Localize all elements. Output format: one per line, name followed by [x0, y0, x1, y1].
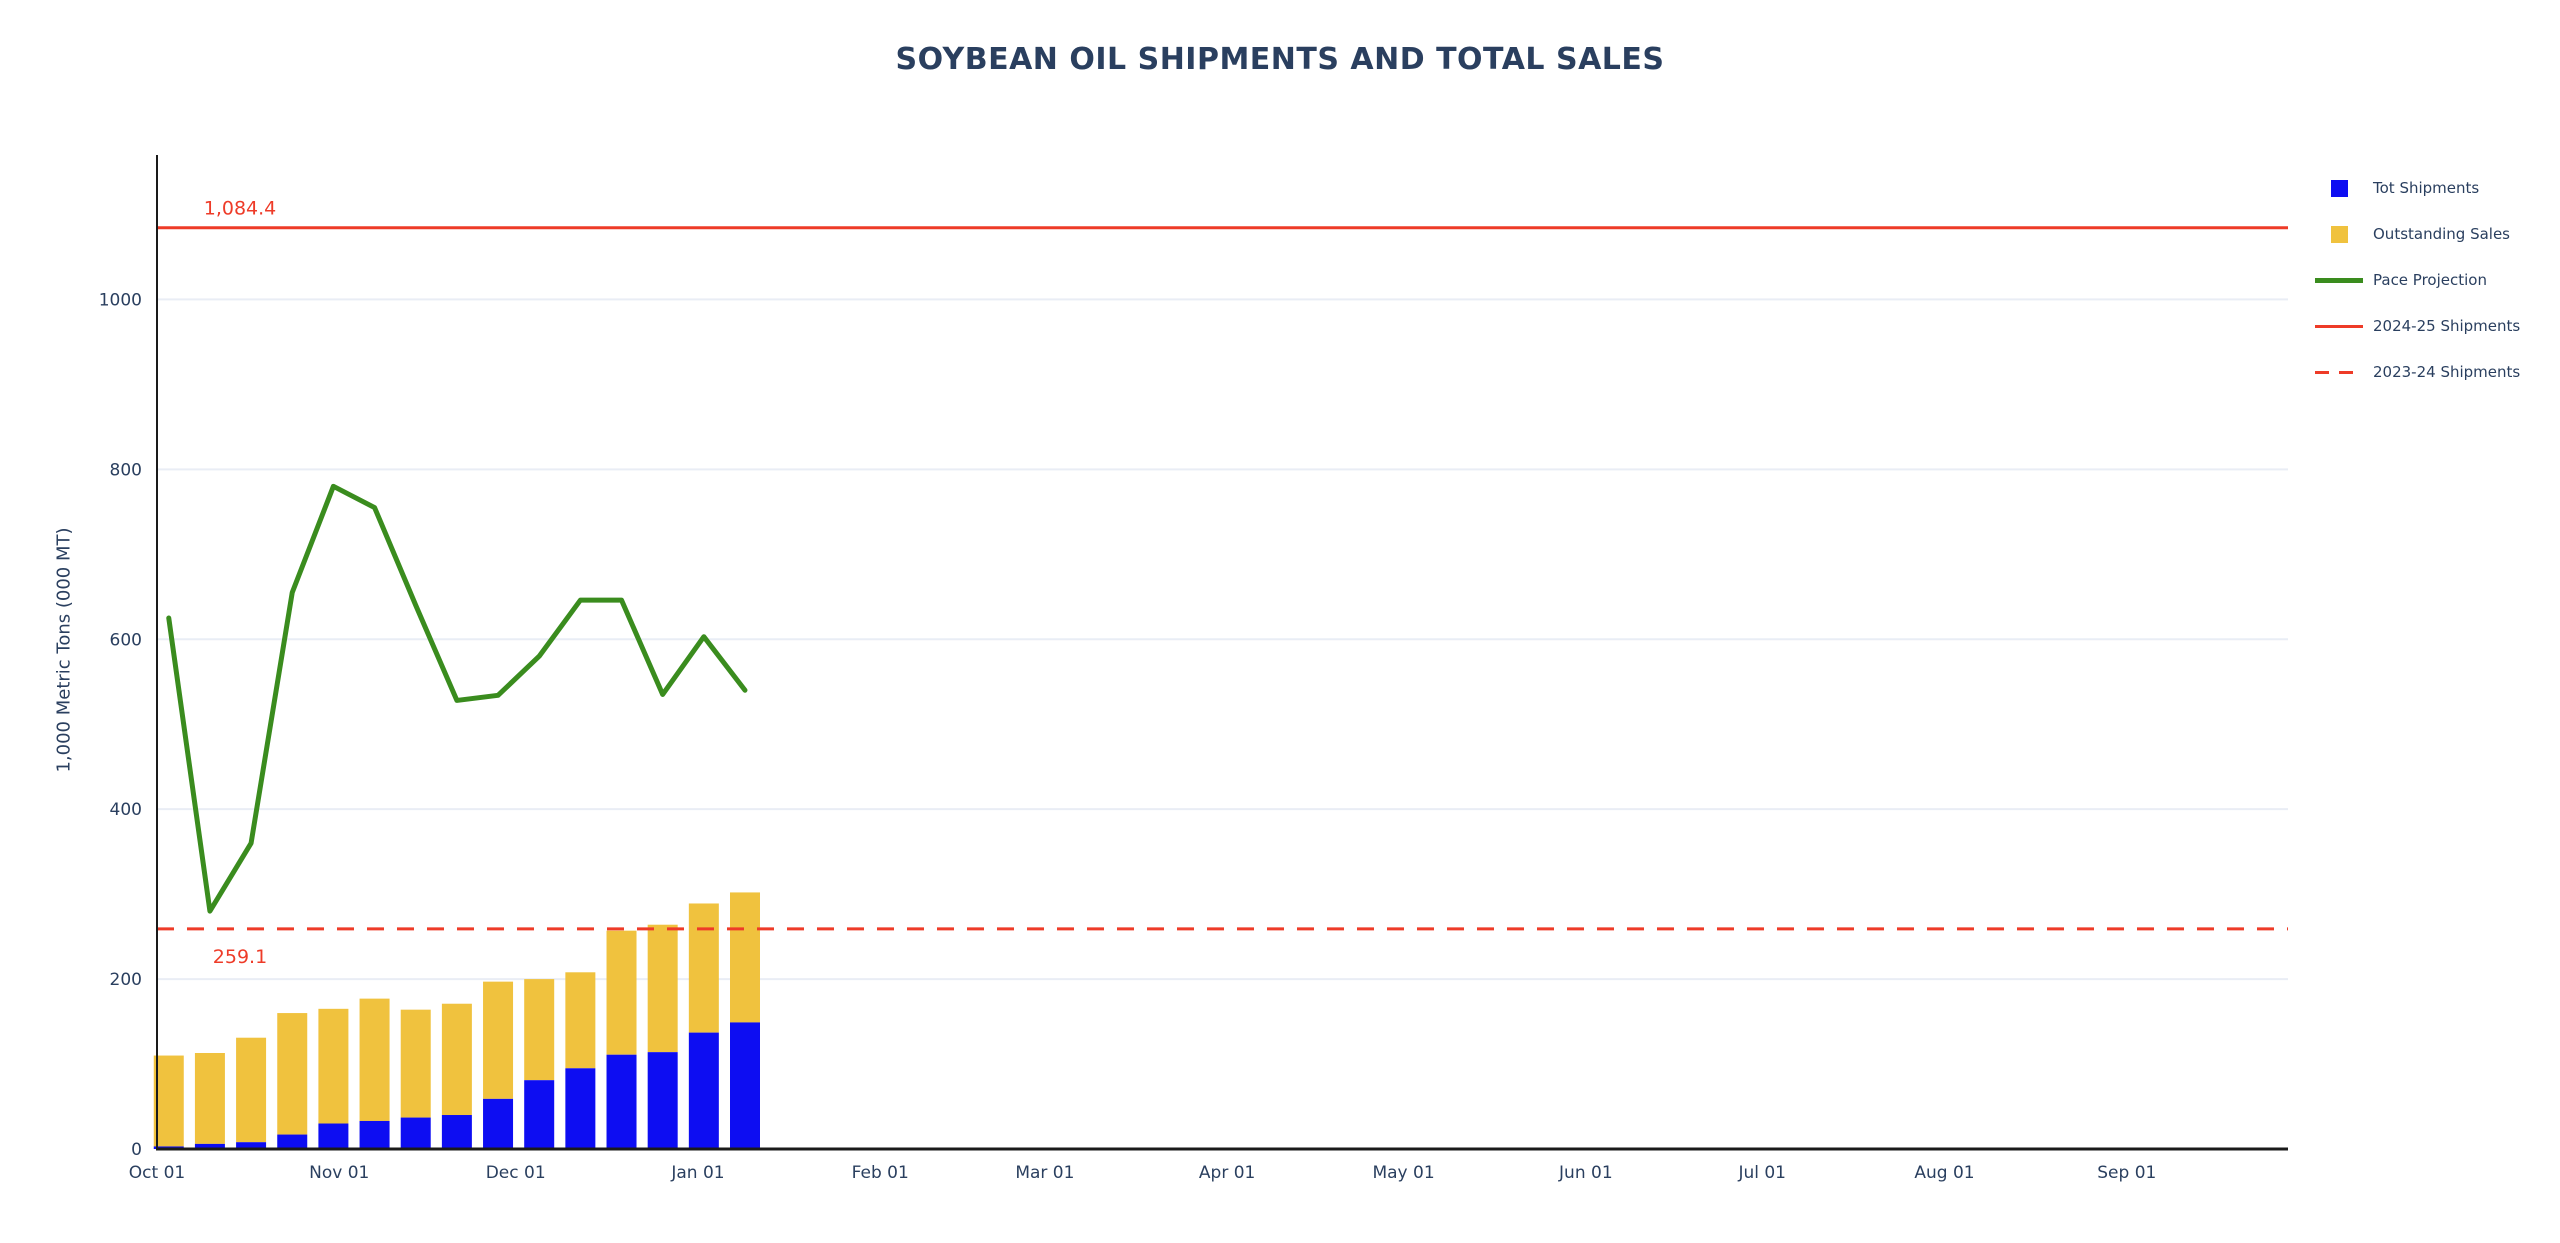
legend-label: 2023-24 Shipments	[2373, 363, 2521, 381]
y-tick-label: 600	[110, 630, 142, 650]
bar-outstanding-sales-Oct 17	[236, 1037, 267, 1143]
legend-item-tot-shipments[interactable]: Tot Shipments	[2315, 165, 2520, 211]
bar-outstanding-sales-Dec 19	[606, 930, 637, 1055]
bar-tot-shipments-Nov 28	[483, 1098, 514, 1149]
x-tick-label: May 01	[1372, 1163, 1434, 1183]
x-tick-label: Feb 01	[852, 1163, 909, 1183]
bar-tot-shipments-Oct 10	[194, 1143, 225, 1149]
red-line-icon	[2315, 324, 2363, 328]
bar-tot-shipments-Oct 17	[236, 1142, 267, 1149]
bar-outstanding-sales-Oct 10	[194, 1052, 225, 1144]
yellow-square-icon	[2315, 225, 2363, 243]
legend-item-outstanding-sales[interactable]: Outstanding Sales	[2315, 211, 2520, 257]
pace-projection-line	[166, 483, 748, 914]
bar-tot-shipments-Dec 12	[565, 1068, 596, 1149]
bar-outstanding-sales-Oct 31	[318, 1008, 349, 1124]
red-dashed-line-icon	[2315, 370, 2363, 374]
bar-outstanding-sales-Nov 14	[400, 1009, 431, 1118]
y-tick-label: 1000	[99, 290, 142, 310]
chart-title: SOYBEAN OIL SHIPMENTS AND TOTAL SALES	[895, 42, 1665, 77]
x-tick-label: Mar 01	[1015, 1163, 1074, 1183]
y-tick-label: 200	[110, 970, 142, 990]
bar-outstanding-sales-Dec 26	[647, 924, 678, 1053]
x-tick-label: Jun 01	[1558, 1163, 1613, 1183]
bar-tot-shipments-Jan 09	[730, 1022, 760, 1149]
bar-tot-shipments-Oct 24	[277, 1134, 308, 1149]
bar-tot-shipments-Nov 07	[359, 1120, 390, 1149]
legend-label: Tot Shipments	[2373, 179, 2480, 197]
legend-label: Pace Projection	[2373, 271, 2487, 289]
bar-tot-shipments-Dec 05	[524, 1080, 555, 1149]
bar-outstanding-sales-Nov 07	[359, 998, 390, 1121]
x-tick-label: Jul 01	[1737, 1163, 1786, 1183]
legend-item-pace-projection[interactable]: Pace Projection	[2315, 257, 2520, 303]
y-tick-label: 800	[110, 460, 142, 480]
reference-label-2024-25-shipments: 1,084.4	[204, 198, 277, 220]
legend-label: 2024-25 Shipments	[2373, 317, 2521, 335]
bar-tot-shipments-Jan 02	[688, 1032, 719, 1149]
y-tick-label: 400	[110, 800, 142, 820]
legend-label: Outstanding Sales	[2373, 225, 2510, 243]
bar-outstanding-sales-Nov 28	[483, 981, 514, 1099]
x-tick-label: Apr 01	[1199, 1163, 1255, 1183]
bar-tot-shipments-Nov 14	[400, 1117, 431, 1149]
x-tick-label: Jan 01	[670, 1163, 724, 1183]
bar-outstanding-sales-Dec 12	[565, 972, 596, 1069]
x-tick-label: Nov 01	[309, 1163, 369, 1183]
x-tick-label: Oct 01	[129, 1163, 185, 1183]
bar-outstanding-sales-Oct 03	[153, 1055, 184, 1147]
legend: Tot Shipments Outstanding Sales Pace Pro…	[2315, 165, 2520, 395]
bar-tot-shipments-Dec 19	[606, 1054, 637, 1149]
legend-item-2023-24-shipments[interactable]: 2023-24 Shipments	[2315, 349, 2520, 395]
x-tick-label: Aug 01	[1914, 1163, 1974, 1183]
bar-tot-shipments-Nov 21	[441, 1115, 472, 1149]
blue-square-icon	[2315, 179, 2363, 197]
green-line-icon	[2315, 277, 2363, 283]
reference-label-2023-24-shipments: 259.1	[213, 946, 267, 968]
bar-outstanding-sales-Dec 05	[524, 979, 555, 1081]
x-tick-label: Dec 01	[486, 1163, 546, 1183]
y-tick-label: 0	[131, 1140, 142, 1160]
bar-tot-shipments-Oct 31	[318, 1123, 349, 1149]
bar-outstanding-sales-Jan 02	[688, 903, 719, 1033]
bar-outstanding-sales-Nov 21	[441, 1003, 472, 1116]
x-tick-label: Sep 01	[2097, 1163, 2156, 1183]
bar-tot-shipments-Dec 26	[647, 1052, 678, 1149]
bar-outstanding-sales-Jan 09	[730, 892, 760, 1023]
y-axis-title: 1,000 Metric Tons (000 MT)	[53, 527, 75, 773]
bar-outstanding-sales-Oct 24	[277, 1013, 308, 1135]
legend-item-2024-25-shipments[interactable]: 2024-25 Shipments	[2315, 303, 2520, 349]
